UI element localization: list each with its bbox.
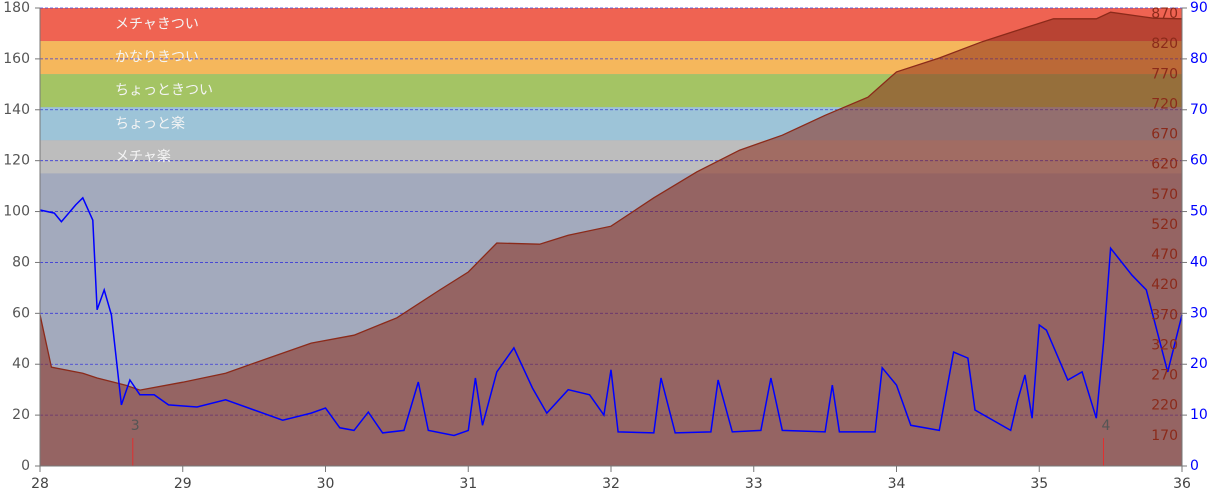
- y2-tick-label: 170: [1151, 428, 1178, 444]
- y3-tick-label: 30: [1190, 305, 1208, 321]
- y2-tick-label: 720: [1151, 96, 1178, 112]
- y2-tick-label: 870: [1151, 6, 1178, 22]
- y2-tick-label: 270: [1151, 368, 1178, 384]
- y3-tick-label: 90: [1190, 0, 1208, 16]
- y3-tick-label: 70: [1190, 102, 1208, 118]
- y2-tick-label: 620: [1151, 157, 1178, 173]
- lap-label: 3: [131, 418, 140, 434]
- y3-tick-label: 50: [1190, 204, 1208, 220]
- x-tick-label: 31: [459, 476, 477, 492]
- zone-label: ちょっと楽: [115, 116, 185, 132]
- x-tick-label: 30: [317, 476, 335, 492]
- y2-tick-label: 520: [1151, 217, 1178, 233]
- x-tick-label: 34: [888, 476, 906, 492]
- y-tick-label: 120: [3, 153, 30, 169]
- y2-tick-label: 420: [1151, 277, 1178, 293]
- y-tick-label: 20: [12, 407, 30, 423]
- y2-tick-label: 770: [1151, 66, 1178, 82]
- y2-tick-label: 370: [1151, 307, 1178, 323]
- y3-tick-label: 40: [1190, 254, 1208, 270]
- x-tick-label: 36: [1173, 476, 1191, 492]
- y3-tick-label: 10: [1190, 407, 1208, 423]
- y2-tick-label: 220: [1151, 398, 1178, 414]
- zone-band: [40, 8, 1182, 42]
- elevation-area: [40, 12, 1182, 466]
- zone-label: かなりきつい: [115, 50, 199, 66]
- y3-tick-label: 60: [1190, 153, 1208, 169]
- y-tick-label: 60: [12, 305, 30, 321]
- x-tick-label: 33: [745, 476, 763, 492]
- y2-tick-label: 470: [1151, 247, 1178, 263]
- x-tick-label: 28: [31, 476, 49, 492]
- y-tick-label: 80: [12, 254, 30, 270]
- y2-tick-label: 670: [1151, 127, 1178, 143]
- y3-tick-label: 0: [1190, 458, 1199, 474]
- x-tick-label: 32: [602, 476, 620, 492]
- y-tick-label: 140: [3, 102, 30, 118]
- zone-label: ちょっときつい: [115, 83, 213, 99]
- speed-line: [39, 196, 1183, 437]
- elevation-line: [39, 11, 1183, 391]
- y-tick-label: 0: [21, 458, 30, 474]
- lap-label: 4: [1101, 418, 1110, 434]
- y2-tick-label: 820: [1151, 36, 1178, 52]
- zone-label: メチャきつい: [115, 17, 199, 33]
- zone-label: メチャ楽: [115, 149, 171, 165]
- y-tick-label: 160: [3, 51, 30, 67]
- y2-tick-label: 570: [1151, 187, 1178, 203]
- y-tick-label: 180: [3, 0, 30, 16]
- x-tick-label: 35: [1030, 476, 1048, 492]
- y3-tick-label: 20: [1190, 356, 1208, 372]
- y-tick-label: 100: [3, 204, 30, 220]
- x-tick-label: 29: [174, 476, 192, 492]
- y3-tick-label: 80: [1190, 51, 1208, 67]
- y-tick-label: 40: [12, 356, 30, 372]
- y2-tick-label: 320: [1151, 337, 1178, 353]
